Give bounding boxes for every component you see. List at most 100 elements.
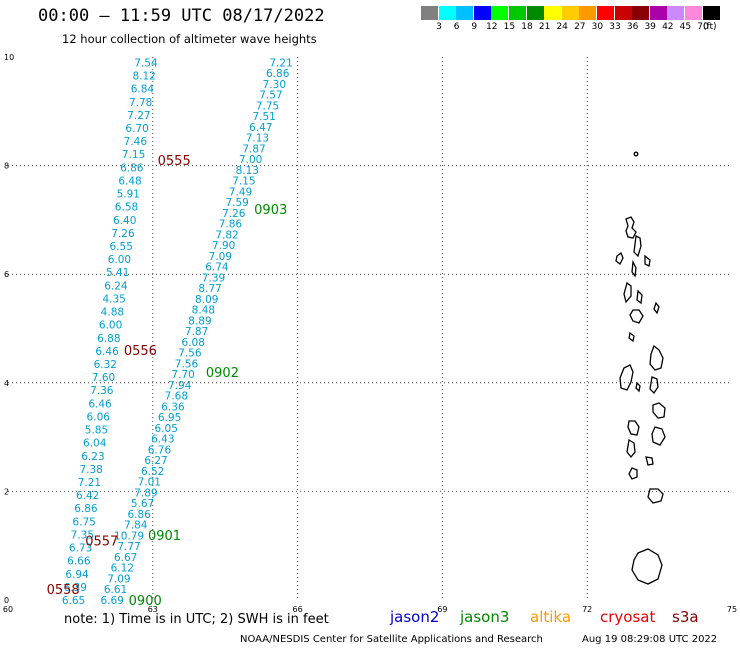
colorbar-label: 21 bbox=[538, 22, 551, 32]
wave-height-value: 6.04 bbox=[83, 438, 107, 450]
colorbar-swatch bbox=[649, 6, 667, 20]
wave-height-value: 7.82 bbox=[215, 229, 238, 241]
wave-height-value: 6.76 bbox=[148, 444, 172, 456]
pass-time-label: 0901 bbox=[148, 529, 181, 544]
lat-tick-label: 4 bbox=[4, 379, 9, 388]
colorbar-swatch bbox=[597, 6, 614, 20]
lat-tick-label: 10 bbox=[4, 53, 14, 62]
wave-height-value: 6.43 bbox=[151, 434, 174, 446]
wave-height-value: 7.30 bbox=[263, 79, 286, 91]
wave-height-value: 8.09 bbox=[195, 294, 218, 306]
wave-height-value: 6.95 bbox=[158, 412, 181, 424]
island-outline bbox=[626, 438, 636, 459]
colorbar-swatch bbox=[667, 6, 685, 20]
wave-height-value: 6.86 bbox=[74, 503, 98, 515]
maldives-coastline bbox=[615, 151, 666, 585]
wave-height-value: 7.87 bbox=[242, 143, 265, 155]
lon-tick-label: 72 bbox=[582, 605, 592, 614]
wave-height-value: 6.61 bbox=[104, 584, 127, 596]
wave-height-value: 7.00 bbox=[239, 154, 262, 166]
wave-height-value: 6.86 bbox=[266, 68, 290, 80]
wave-height-value: 7.26 bbox=[111, 228, 135, 240]
wave-height-value: 6.65 bbox=[62, 595, 85, 607]
lon-tick-label: 66 bbox=[293, 605, 303, 614]
lat-tick-label: 0 bbox=[4, 596, 9, 605]
island-outline bbox=[628, 467, 638, 480]
colorbar-swatch bbox=[702, 6, 720, 20]
credit-text: NOAA/NESDIS Center for Satellite Applica… bbox=[240, 634, 543, 645]
wave-height-value: 7.68 bbox=[165, 391, 188, 403]
wave-height-value: 7.21 bbox=[78, 477, 101, 489]
wave-height-value: 7.38 bbox=[79, 464, 102, 476]
pass-time-label: 0558 bbox=[47, 583, 80, 598]
colorbar-swatch bbox=[491, 6, 509, 20]
pass-time-label: 0900 bbox=[129, 594, 162, 609]
island-outline bbox=[631, 548, 663, 585]
colorbar-unit: (ft) bbox=[703, 22, 717, 32]
island-outline bbox=[628, 331, 635, 343]
colorbar-swatch bbox=[456, 6, 474, 20]
wave-height-value: 6.05 bbox=[155, 423, 178, 435]
colorbar-label: 30 bbox=[591, 22, 604, 32]
legend-jason3: jason3 bbox=[460, 608, 510, 626]
island-outline bbox=[633, 151, 639, 157]
wave-height-value: 6.12 bbox=[111, 563, 134, 575]
wave-height-value: 6.86 bbox=[127, 509, 151, 521]
colorbar-label: 12 bbox=[486, 22, 498, 32]
wave-height-value: 7.59 bbox=[225, 197, 248, 209]
colorbar-label: 70 bbox=[697, 22, 709, 32]
wave-height-value: 6.55 bbox=[110, 241, 133, 253]
wave-height-value: 7.51 bbox=[252, 111, 275, 123]
lon-tick-label: 60 bbox=[3, 605, 13, 614]
lon-tick-label: 63 bbox=[148, 605, 158, 614]
wave-height-value: 8.89 bbox=[188, 315, 211, 327]
wave-height-value: 6.69 bbox=[100, 595, 123, 607]
island-outline bbox=[636, 289, 643, 305]
island-outline bbox=[629, 309, 644, 324]
wave-height-value: 6.00 bbox=[99, 320, 122, 332]
wave-height-value: 5.67 bbox=[131, 498, 154, 510]
wave-height-value: 7.54 bbox=[134, 57, 158, 69]
wave-height-value: 7.35 bbox=[71, 529, 94, 541]
pass-time-label: 0902 bbox=[206, 366, 239, 381]
wave-height-value: 7.15 bbox=[232, 176, 255, 188]
wave-height-value: 6.27 bbox=[144, 455, 167, 467]
island-outline bbox=[649, 344, 664, 371]
colorbar-swatch bbox=[544, 6, 562, 20]
island-outline bbox=[619, 364, 634, 391]
wave-height-value: 6.24 bbox=[104, 280, 128, 292]
wave-height-value: 7.21 bbox=[269, 57, 292, 69]
island-outline bbox=[615, 251, 624, 265]
wave-height-value: 4.88 bbox=[101, 307, 124, 319]
wave-height-value: 7.09 bbox=[209, 251, 232, 263]
pass-time-label: 0903 bbox=[254, 203, 287, 218]
footnote: note: 1) Time is in UTC; 2) SWH is in fe… bbox=[64, 612, 329, 627]
island-outline bbox=[631, 259, 637, 278]
wave-height-value: 6.06 bbox=[87, 411, 111, 423]
wave-height-value: 6.67 bbox=[114, 552, 137, 564]
wave-height-value: 7.01 bbox=[138, 477, 161, 489]
wave-height-value: 8.12 bbox=[132, 71, 155, 83]
lon-tick-label: 69 bbox=[437, 605, 447, 614]
wave-height-value: 8.48 bbox=[192, 305, 215, 317]
wave-height-value: 6.48 bbox=[118, 175, 141, 187]
wave-height-value: 7.36 bbox=[90, 385, 114, 397]
wave-height-value: 7.86 bbox=[219, 219, 243, 231]
wave-height-value: 6.73 bbox=[69, 543, 92, 555]
generation-timestamp: Aug 19 08:29:08 UTC 2022 bbox=[582, 634, 718, 645]
wave-height-value: 6.47 bbox=[249, 122, 272, 134]
island-outline bbox=[651, 426, 666, 446]
colorbar-label: 33 bbox=[609, 22, 621, 32]
wave-height-value: 7.46 bbox=[124, 136, 148, 148]
colorbar-swatch bbox=[579, 6, 597, 20]
map-subtitle: 12 hour collection of altimeter wave hei… bbox=[62, 32, 317, 46]
wave-height-value: 6.08 bbox=[182, 337, 205, 349]
pass-time-label: 0556 bbox=[124, 344, 157, 359]
wave-height-value: 7.39 bbox=[202, 272, 225, 284]
legend-jason2: jason2 bbox=[390, 608, 440, 626]
wave-height-value: 8.13 bbox=[236, 165, 259, 177]
wave-height-value: 6.58 bbox=[115, 202, 138, 214]
map-grid bbox=[8, 57, 732, 600]
colorbar-swatch bbox=[473, 6, 491, 20]
